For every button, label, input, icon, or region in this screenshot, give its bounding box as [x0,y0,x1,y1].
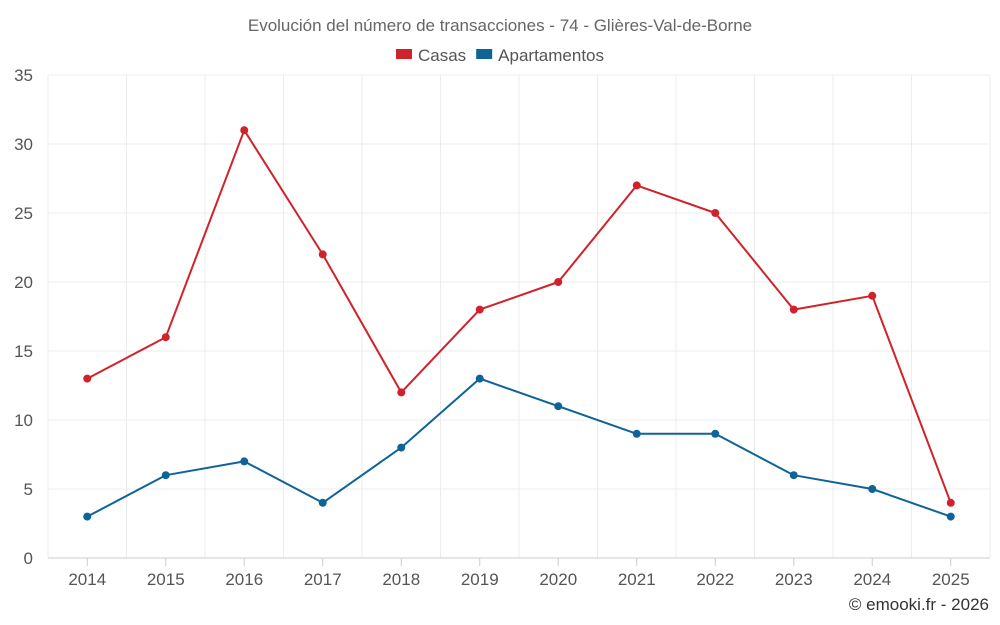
data-point[interactable] [161,333,170,342]
y-tick-label: 20 [14,273,33,292]
data-point[interactable] [711,209,720,217]
y-tick-label: 25 [14,204,33,223]
y-tick-label: 5 [24,480,33,499]
data-point[interactable] [318,498,327,507]
credit-text: © emooki.fr - 2026 [849,595,989,614]
legend-label: Casas [418,46,466,65]
data-point[interactable] [789,305,798,314]
x-tick-label: 2020 [539,570,577,589]
series-casas [83,126,955,507]
y-tick-label: 15 [14,342,33,361]
y-tick-label: 0 [24,549,33,568]
data-point[interactable] [397,443,406,452]
y-tick-label: 30 [14,135,33,154]
data-point[interactable] [240,126,249,135]
data-point[interactable] [83,374,92,383]
chart-title: Evolución del número de transacciones - … [248,16,752,35]
data-point[interactable] [711,429,720,438]
x-tick-label: 2016 [225,570,263,589]
data-point[interactable] [946,512,955,521]
data-point[interactable] [161,471,170,480]
legend-swatch [476,49,493,59]
x-tick-label: 2021 [618,570,656,589]
x-tick-label: 2018 [382,570,420,589]
legend-item[interactable]: Casas [395,46,466,65]
data-point[interactable] [632,429,641,438]
x-tick-label: 2022 [696,570,734,589]
series-apartamentos [83,374,955,521]
data-point[interactable] [475,374,484,383]
x-tick-label: 2023 [775,570,813,589]
legend-swatch [395,49,412,59]
y-axis-ticks: 0 5 10 15 20 25 30 35 [14,66,33,568]
x-axis-ticks: 2014 2015 2016 2017 2018 2019 2020 2021 2022 2023… [68,558,970,589]
legend-label: Apartamentos [498,46,604,65]
data-point[interactable] [240,457,249,466]
series-line [86,129,952,504]
x-tick-label: 2019 [461,570,499,589]
data-point[interactable] [946,498,955,507]
x-tick-label: 2014 [68,570,106,589]
legend-item[interactable]: Apartamentos [476,46,604,65]
data-point[interactable] [475,305,484,314]
data-point[interactable] [632,181,641,190]
data-point[interactable] [318,250,327,259]
series-group [83,126,955,521]
data-point[interactable] [554,402,563,411]
legend: Casas Apartamentos [395,46,604,65]
data-point[interactable] [554,278,563,286]
data-point[interactable] [789,471,798,480]
x-tick-label: 2015 [147,570,185,589]
data-point[interactable] [868,291,877,300]
data-point[interactable] [83,512,92,521]
data-point[interactable] [397,388,406,397]
y-tick-label: 10 [14,411,33,430]
gridlines [47,74,991,559]
x-tick-label: 2017 [304,570,342,589]
data-point[interactable] [868,485,877,493]
series-line [86,377,952,518]
x-tick-label: 2024 [853,570,891,589]
x-tick-label: 2025 [932,570,970,589]
y-tick-label: 35 [14,66,33,85]
